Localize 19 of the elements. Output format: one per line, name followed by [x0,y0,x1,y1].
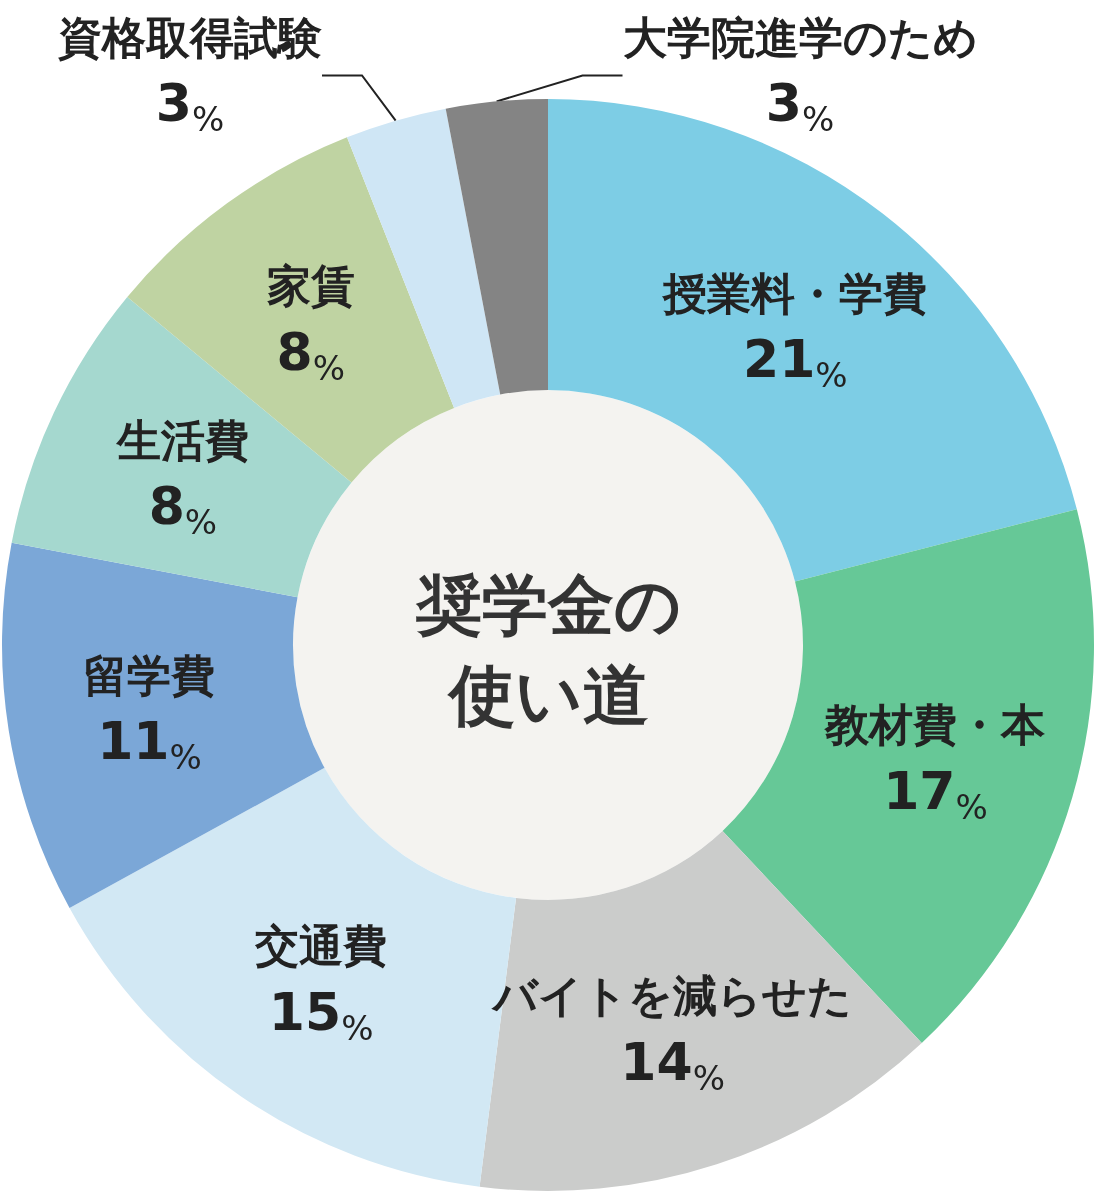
slice-label: 大学院進学のため [622,11,978,63]
data-label: 3% [155,73,225,139]
data-label: 3% [765,73,835,139]
data-label: 14% [620,1031,726,1098]
slice-label: 授業料・学費 [661,267,928,319]
slice-label: 生活費 [114,414,249,466]
data-label: 21% [742,329,848,396]
data-label: 8% [276,321,346,388]
data-label: 8% [148,476,218,543]
slice-label: 家賃 [266,260,355,312]
text: 奨学金の使い道 [414,566,682,734]
data-label: 15% [268,981,374,1048]
slice-label: 資格取得試験 [58,11,322,63]
slice-label: 教材費・本 [824,699,1046,751]
data-label: 17% [883,760,988,827]
data-label: 11% [97,711,202,778]
slice-label: 留学費 [83,649,216,701]
slice-label: 交通費 [254,920,388,972]
slice-label: バイトを減らせた [491,970,853,1022]
